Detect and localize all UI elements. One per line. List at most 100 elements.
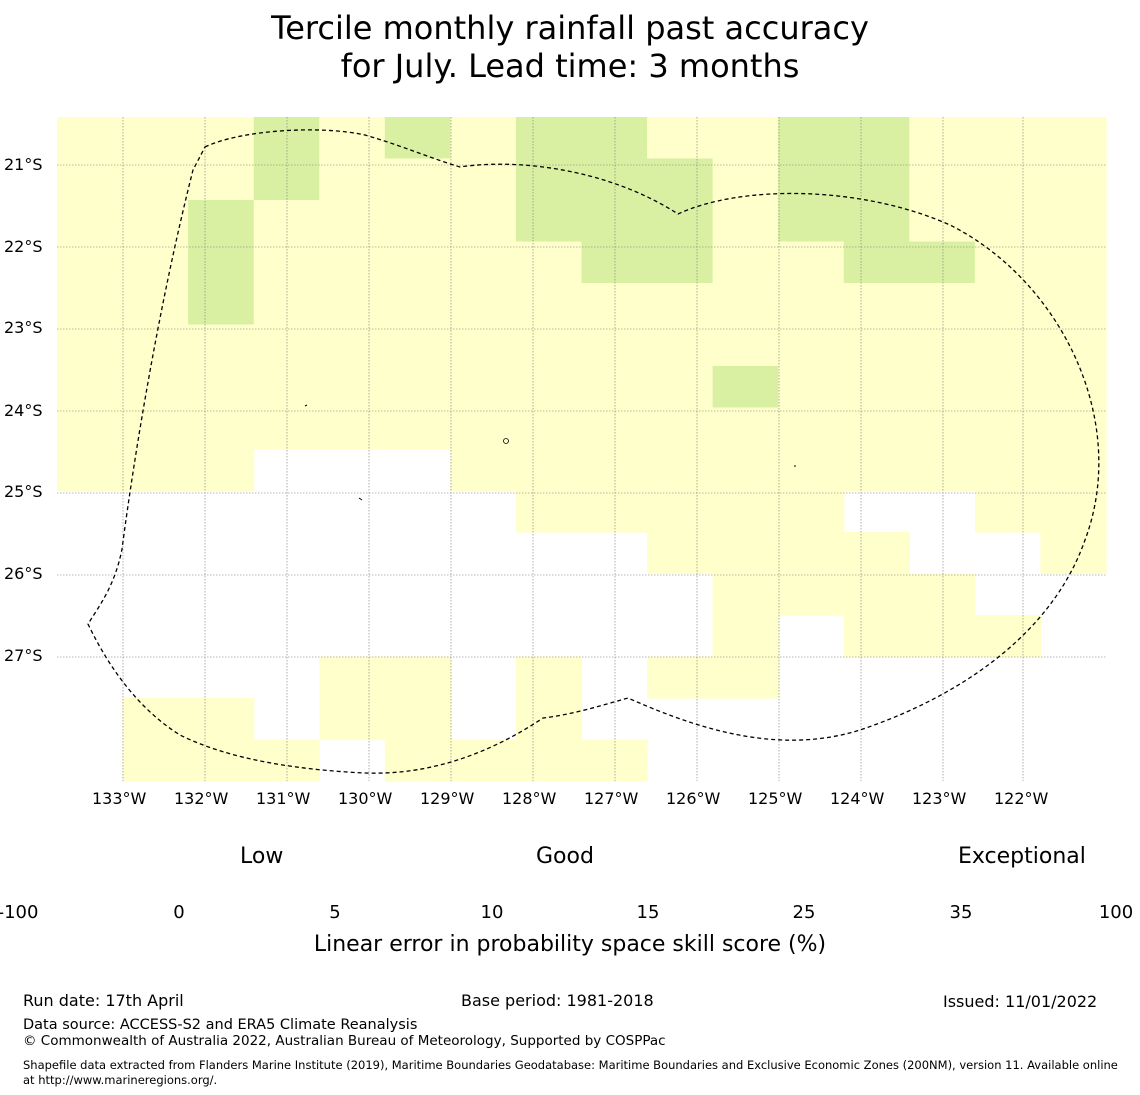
island-marker [503,438,509,444]
colorbar-tick: 100 [1098,902,1134,923]
skill-cell [712,200,779,243]
skill-cell [581,200,648,243]
skill-cell [843,283,910,326]
skill-cell [843,241,910,284]
skill-cell [909,283,976,326]
skill-cell [712,241,779,284]
skill-cell [581,407,648,450]
skill-cell [188,283,255,326]
skill-cell [974,490,1042,533]
lat-label: 23°S [4,318,43,337]
colorbar-tick: 15 [636,902,660,923]
skill-cell [122,241,189,284]
skill-cell [843,532,910,575]
colorbar-label: Linear error in probability space skill … [313,932,827,957]
skill-cell [647,241,714,284]
eez-boundary-outline [87,129,1100,774]
skill-cell [1040,117,1107,160]
skill-cell [384,366,451,409]
skill-cell [974,283,1042,326]
lon-label: 122°W [994,789,1049,808]
skill-cell [319,241,386,284]
skill-cell [909,158,976,201]
skill-cell [647,656,714,699]
lon-label: 131°W [256,789,311,808]
skill-cell [974,117,1042,160]
skill-cell [515,490,583,533]
skill-cell [909,449,976,492]
skill-cell [188,698,255,741]
skill-cell [909,366,976,409]
colorbar-tick: 35 [949,902,973,923]
skill-cell [843,158,910,201]
skill-cell [778,449,845,492]
skill-cell [188,324,255,367]
skill-cell [384,656,451,699]
skill-cell [450,324,517,367]
skill-cell [1040,366,1107,409]
lon-label: 124°W [830,789,885,808]
skill-cell [1040,324,1107,367]
skill-cell [581,449,648,492]
lat-label: 21°S [4,155,43,174]
lat-label: 22°S [4,237,43,256]
lon-label: 130°W [338,789,393,808]
lat-label: 25°S [4,482,43,501]
skill-cell [974,158,1042,201]
skill-cell [122,283,189,326]
skill-cell [515,449,583,492]
skill-cell [319,200,386,243]
skill-cell [778,573,845,616]
skill-cell [122,449,189,492]
lon-label: 129°W [420,789,475,808]
skill-cell [450,407,517,450]
skill-cell [909,615,976,658]
skill-cell [909,407,976,450]
lat-label: 27°S [4,646,43,665]
skill-cell [1040,407,1107,450]
skill-cell [647,449,714,492]
skill-cell [57,158,124,201]
colorbar-tick: 5 [329,902,341,923]
skill-cell [581,366,648,409]
skill-cell [188,449,255,492]
skill-cell [712,573,779,616]
skill-cell [712,615,779,658]
colorbar-word-good: Good [536,844,594,869]
skill-cell [450,200,517,243]
skill-cell [581,739,648,782]
skill-cell [647,283,714,326]
island-markers [304,404,796,501]
skill-cell [515,698,583,741]
copyright: © Commonwealth of Australia 2022, Austra… [23,1033,666,1049]
skill-cell [122,407,189,450]
skill-cell [843,449,910,492]
skill-cell [515,200,583,243]
skill-cell [57,324,124,367]
skill-cell [974,324,1042,367]
skill-cell [122,117,189,160]
skill-cell [843,407,910,450]
skill-cell [450,366,517,409]
skill-cell [843,573,910,616]
skill-cell [778,407,845,450]
island-marker [358,497,363,501]
skill-cell [384,407,451,450]
skill-cell [778,283,845,326]
skill-cell [1040,449,1107,492]
skill-cell [319,407,386,450]
skill-cell [384,158,451,201]
map-title-line-2: for July. Lead time: 3 months [340,47,800,85]
skill-cell [647,158,714,201]
skill-cell [450,449,517,492]
skill-cell [253,200,320,243]
skill-cell [581,117,648,160]
skill-cell [384,739,451,782]
skill-cell [188,158,255,201]
skill-cell [843,615,910,658]
skill-cell [712,407,779,450]
island-marker [304,404,308,407]
skill-cell [57,449,124,492]
skill-cell [712,449,779,492]
skill-cell [647,324,714,367]
